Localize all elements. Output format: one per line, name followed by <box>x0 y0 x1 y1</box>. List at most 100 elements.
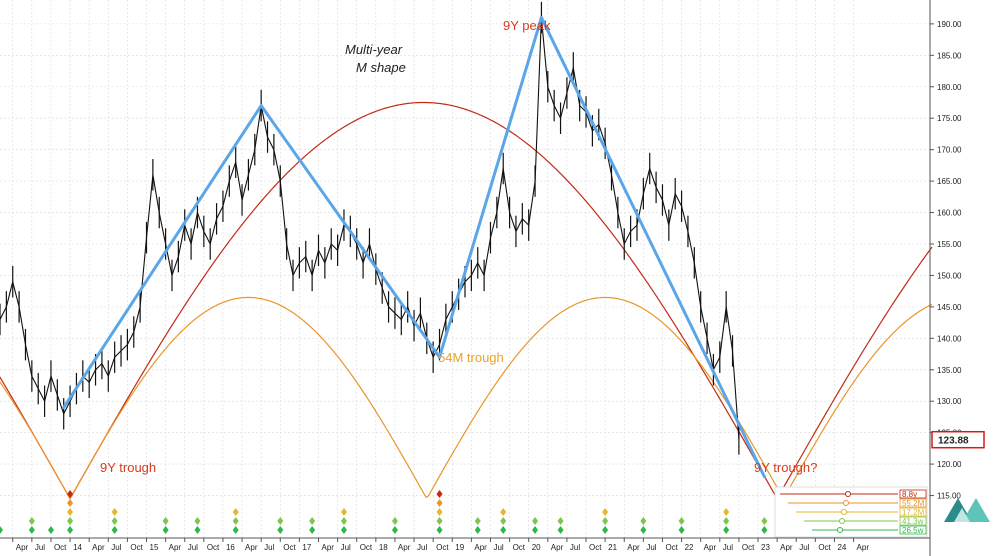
x-tick-label: Apr <box>857 543 870 552</box>
y-tick-label: 175.00 <box>937 114 962 123</box>
x-tick-label: Apr <box>92 543 105 552</box>
cycle-marker <box>391 517 398 525</box>
x-tick-label: 21 <box>608 543 617 552</box>
cycle-marker <box>67 526 74 534</box>
cycle-marker <box>111 517 118 525</box>
cycle-marker <box>678 526 685 534</box>
x-tick-label: Apr <box>169 543 182 552</box>
cycle-marker <box>474 526 481 534</box>
x-tick-label: Jul <box>264 543 274 552</box>
cycle-marker <box>723 517 730 525</box>
y-tick-label: 185.00 <box>937 51 962 60</box>
x-tick-label: Apr <box>627 543 640 552</box>
cycle-marker <box>67 490 74 498</box>
cycle-marker <box>436 517 443 525</box>
shape-annotation-line1: Multi-year <box>345 42 403 57</box>
x-tick-label: 23 <box>761 543 770 552</box>
cycle-marker <box>391 526 398 534</box>
x-tick-label: 15 <box>150 543 159 552</box>
cycle-marker <box>500 526 507 534</box>
shape-annotation-line2: M shape <box>356 60 406 75</box>
x-tick-label: Oct <box>360 543 373 552</box>
legend-swatch <box>899 489 927 499</box>
cycle-marker <box>67 508 74 516</box>
x-tick-label: Jul <box>493 543 503 552</box>
legend-swatch <box>899 507 927 517</box>
y-tick-label: 155.00 <box>937 240 962 249</box>
x-tick-label: Apr <box>780 543 793 552</box>
y-tick-label: 115.00 <box>937 492 961 501</box>
cycle-marker <box>232 526 239 534</box>
cycle-marker <box>111 526 118 534</box>
x-tick-label: 24 <box>837 543 846 552</box>
cycle-marker <box>277 526 284 534</box>
legend-swatch <box>899 498 927 508</box>
cycle-marker <box>309 517 316 525</box>
y-axis: 115.00120.00125.00130.00135.00140.00145.… <box>929 0 985 556</box>
x-tick-label: Jul <box>417 543 427 552</box>
cycle-marker <box>532 526 539 534</box>
cycle-marker <box>761 526 768 534</box>
y-tick-label: 120.00 <box>937 460 962 469</box>
cycle-marker <box>602 526 609 534</box>
x-tick-label: Apr <box>321 543 334 552</box>
cycle-marker <box>640 526 647 534</box>
cycle-marker <box>0 526 3 534</box>
trough-right-annotation: 9Y trough? <box>754 460 817 475</box>
legend-label: 41.3w <box>902 517 924 526</box>
cycle-marker <box>723 508 730 516</box>
x-tick-label: Apr <box>245 543 258 552</box>
cycle-marker <box>678 517 685 525</box>
legend-marker <box>845 491 851 497</box>
trendline <box>259 104 442 359</box>
trough-mid-annotation: 54M trough <box>438 350 504 365</box>
x-tick-label: 18 <box>379 543 388 552</box>
legend-label: 8.8y <box>902 490 917 499</box>
cycle-marker <box>232 517 239 525</box>
legend-label: 17.2M <box>902 508 925 517</box>
cycle-marker <box>28 526 35 534</box>
cycle-marker <box>309 526 316 534</box>
x-tick-label: Apr <box>16 543 29 552</box>
legend-label: 26.5w <box>902 526 924 535</box>
x-tick-label: Apr <box>704 543 717 552</box>
cycle-marker <box>162 517 169 525</box>
cycle-marker <box>162 526 169 534</box>
x-axis: Apr Jul Oct 14 Apr Jul Oct 15 Apr Jul Oct 16 Apr Jul O… <box>0 537 930 552</box>
cycle-marker <box>67 517 74 525</box>
cycle-marker <box>602 508 609 516</box>
legend-marker <box>839 518 845 524</box>
cycle-arc-54M <box>0 296 933 500</box>
x-tick-label: 17 <box>302 543 311 552</box>
x-tick-label: Oct <box>283 543 296 552</box>
cycle-marker <box>111 508 118 516</box>
cycle-marker <box>723 526 730 534</box>
x-tick-label: Jul <box>111 543 121 552</box>
x-tick-label: Oct <box>207 543 220 552</box>
cycle-marker <box>500 517 507 525</box>
cycle-marker <box>194 517 201 525</box>
x-tick-label: 16 <box>226 543 235 552</box>
y-tick-label: 130.00 <box>937 397 962 406</box>
trendline <box>539 16 766 479</box>
cycle-marker <box>436 526 443 534</box>
legend-marker <box>837 527 843 533</box>
y-tick-label: 180.00 <box>937 83 962 92</box>
x-tick-label: Oct <box>513 543 526 552</box>
cycle-marker <box>761 517 768 525</box>
cycle-marker <box>436 499 443 507</box>
last-price-box <box>931 430 985 449</box>
trough-left-annotation: 9Y trough <box>100 460 156 475</box>
x-tick-label: Jul <box>341 543 351 552</box>
y-tick-label: 150.00 <box>937 271 962 280</box>
x-tick-label: Jul <box>646 543 656 552</box>
cycle-marker <box>232 508 239 516</box>
trendline <box>438 16 543 359</box>
cycle-marker <box>194 526 201 534</box>
cycle-marker <box>340 526 347 534</box>
y-tick-label: 170.00 <box>937 146 962 155</box>
y-tick-label: 140.00 <box>937 334 962 343</box>
x-tick-label: Oct <box>742 543 755 552</box>
x-tick-label: Jul <box>799 543 809 552</box>
